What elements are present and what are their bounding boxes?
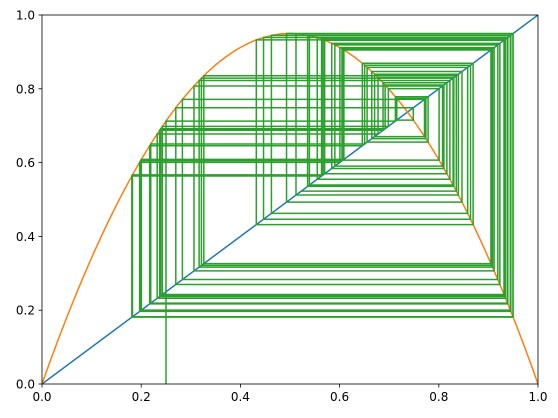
y-axis-ticks: 0.0 0.2 0.4 0.6 0.8 1.0 (16, 9, 42, 392)
y-tick-label: 0.4 (16, 230, 35, 244)
cobweb-path (131, 32, 514, 384)
y-tick-label: 0.2 (16, 304, 35, 318)
x-tick-label: 0.0 (32, 390, 51, 404)
axes-frame (41, 14, 539, 385)
x-tick-label: 1.0 (528, 390, 547, 404)
x-tick-label: 0.4 (231, 390, 250, 404)
series-layer (42, 15, 538, 384)
y-tick-label: 0.0 (16, 378, 35, 392)
x-tick-label: 0.8 (429, 390, 448, 404)
x-tick-label: 0.6 (330, 390, 349, 404)
x-tick-label: 0.2 (132, 390, 151, 404)
y-tick-label: 0.8 (16, 82, 35, 96)
identity-line (42, 15, 538, 384)
y-tick-label: 1.0 (16, 9, 35, 23)
x-axis-ticks: 0.0 0.2 0.4 0.6 0.8 1.0 (32, 384, 548, 404)
y-tick-label: 0.6 (16, 156, 35, 170)
